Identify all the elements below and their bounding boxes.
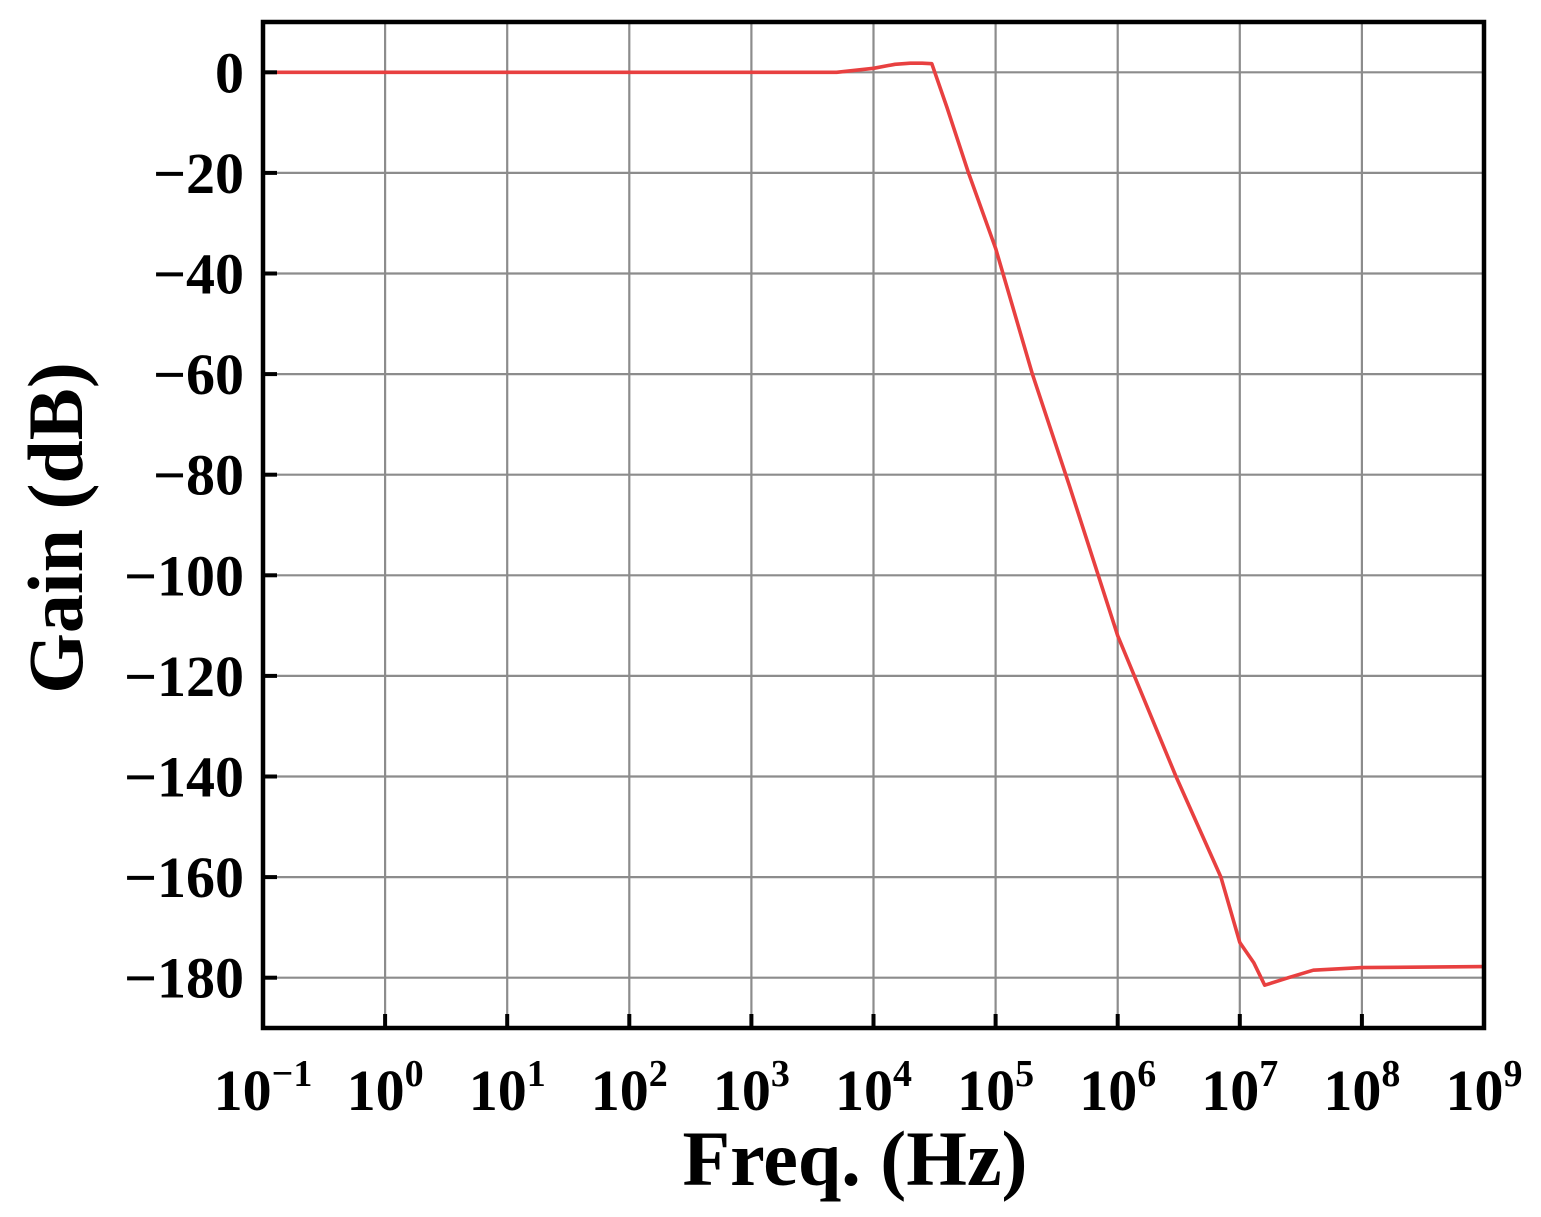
x-tick-exponent: 7 — [1259, 1053, 1278, 1095]
y-tick-label: −40 — [153, 242, 244, 307]
y-axis-title: Gain (dB) — [12, 362, 99, 694]
y-tick-label: −140 — [124, 745, 244, 810]
x-tick-exponent: 5 — [1015, 1053, 1034, 1095]
x-tick-base: 10 — [1079, 1058, 1137, 1123]
x-tick-exponent: 9 — [1504, 1053, 1523, 1095]
gain-series-line — [261, 61, 1486, 988]
y-tick-label: −60 — [153, 342, 244, 407]
x-tick-label: 109 — [1446, 1053, 1523, 1123]
x-tick-base: 10 — [957, 1058, 1015, 1123]
x-tick-exponent: 8 — [1381, 1053, 1400, 1095]
y-tick-label: 0 — [215, 40, 244, 105]
x-tick-label: 104 — [835, 1053, 912, 1123]
x-tick-exponent: 1 — [527, 1053, 546, 1095]
x-tick-exponent: 4 — [893, 1053, 912, 1095]
x-tick-label: 106 — [1079, 1053, 1156, 1123]
x-tick-exponent: 0 — [405, 1053, 424, 1095]
x-tick-base: 10 — [835, 1058, 893, 1123]
x-tick-label: 103 — [713, 1053, 790, 1123]
x-tick-label: 102 — [591, 1053, 668, 1123]
x-axis-title: Freq. (Hz) — [682, 1115, 1027, 1202]
y-tick-labels: 0 −20 −40 −60 −80 −100 −120 −140 −160 −180 — [124, 40, 244, 1010]
y-tick-label: −20 — [153, 141, 244, 206]
x-tick-label: 101 — [469, 1053, 546, 1123]
series-layer — [261, 61, 1486, 988]
x-tick-base: 10 — [1323, 1058, 1381, 1123]
x-tick-exponent: 2 — [649, 1053, 668, 1095]
y-tick-label: −120 — [124, 644, 244, 709]
tick-marks — [261, 70, 1486, 1028]
x-tick-base: 10 — [347, 1058, 405, 1123]
x-tick-label: 10−1 — [214, 1053, 313, 1123]
x-tick-exponent: −1 — [272, 1053, 313, 1095]
x-tick-label: 100 — [347, 1053, 424, 1123]
grid-lines — [261, 22, 1486, 1028]
y-tick-label: −100 — [124, 543, 244, 608]
y-tick-label: −160 — [124, 845, 244, 910]
x-tick-base: 10 — [1201, 1058, 1259, 1123]
x-tick-labels: 10−1 100 101 102 103 104 105 106 107 108 109 — [214, 1053, 1523, 1123]
x-tick-base: 10 — [713, 1058, 771, 1123]
x-tick-label: 108 — [1323, 1053, 1400, 1123]
x-tick-base: 10 — [469, 1058, 527, 1123]
x-tick-label: 105 — [957, 1053, 1034, 1123]
x-tick-base: 10 — [591, 1058, 649, 1123]
x-tick-label: 107 — [1201, 1053, 1278, 1123]
y-tick-label: −180 — [124, 946, 244, 1011]
x-tick-exponent: 6 — [1137, 1053, 1156, 1095]
x-tick-base: 10 — [1446, 1058, 1504, 1123]
x-tick-exponent: 3 — [771, 1053, 790, 1095]
y-tick-label: −80 — [153, 443, 244, 508]
x-tick-base: 10 — [214, 1058, 272, 1123]
